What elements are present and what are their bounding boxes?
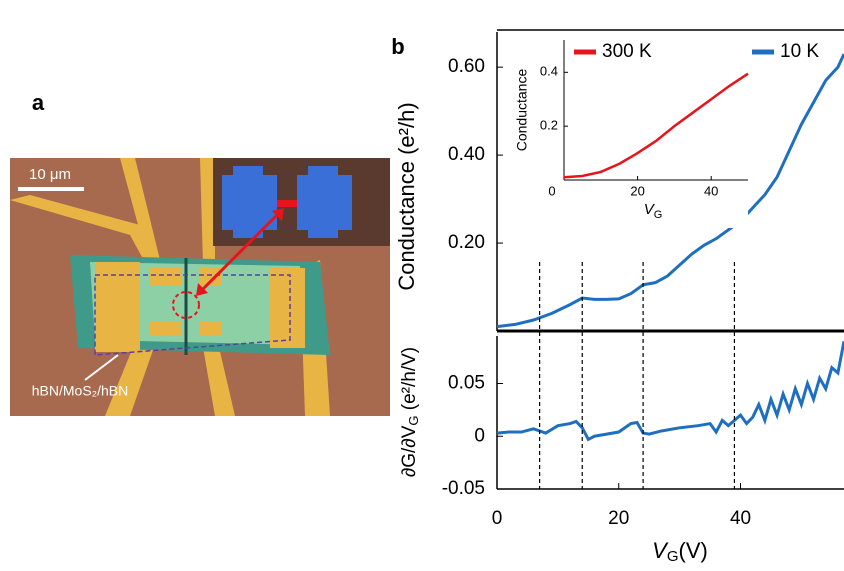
- y-tick-label: 0.60: [448, 56, 485, 77]
- y-tick-label: 0.2: [540, 118, 558, 133]
- contact: [150, 322, 182, 336]
- pad: [233, 166, 263, 238]
- y-tick-label: 0.05: [448, 372, 485, 393]
- x-label-parts: G: [667, 548, 679, 565]
- y-label-parts: ∂G/∂V: [399, 425, 420, 477]
- contact: [200, 322, 222, 336]
- outline: [94, 274, 291, 356]
- x-label-parts: G: [654, 209, 663, 221]
- scale-label: 10 μm: [29, 166, 71, 183]
- x-label-parts: V: [644, 201, 656, 218]
- x-tick-label: 40: [704, 183, 718, 198]
- electrode: [120, 158, 160, 262]
- legend-label: 300 K: [602, 41, 652, 62]
- y-tick-label: 0.4: [540, 64, 558, 79]
- x-tick-label: 20: [630, 183, 644, 198]
- x-tick-label: 0: [492, 508, 503, 529]
- line: [563, 72, 749, 179]
- line: [496, 53, 844, 329]
- legend-label: 10 K: [780, 41, 819, 62]
- y-tick-label: 0.40: [448, 144, 485, 165]
- channel-mark: [277, 200, 297, 207]
- contact: [150, 268, 182, 286]
- panel-label: b: [391, 34, 404, 59]
- y-axis-label: Conductance (e²/h): [394, 102, 419, 290]
- y-axis-label: ∂G/∂VG (e²/h/V): [399, 347, 421, 477]
- y-label-parts: G: [406, 415, 421, 425]
- y-tick-label: 0.20: [448, 232, 485, 253]
- sample-label: hBN/MoS₂/hBN: [32, 383, 128, 399]
- x-axis-label: VG(V): [652, 538, 708, 565]
- y-tick-label: 0: [474, 425, 485, 446]
- y-label-parts: (e²/h/V): [399, 347, 420, 416]
- y-tick-label: -0.05: [442, 478, 485, 499]
- x-axis-label: VG: [644, 201, 663, 221]
- contact: [95, 262, 140, 352]
- pad: [308, 166, 338, 238]
- micrograph: 10 μm hBN/MoS₂/hBN: [10, 158, 390, 416]
- spot: [172, 291, 200, 319]
- electrode: [200, 158, 215, 265]
- y-axis-label: Conductance: [514, 69, 530, 152]
- mos2-flake: [90, 262, 305, 345]
- x-tick-label: 20: [608, 508, 629, 529]
- line: [496, 340, 844, 442]
- x-tick-label: 40: [730, 508, 751, 529]
- pointer: [84, 354, 119, 381]
- electrode: [10, 195, 160, 290]
- arrow: [198, 210, 282, 294]
- x-tick-label: 0: [548, 183, 555, 198]
- panel-label: a: [32, 90, 45, 115]
- x-label-parts: V: [652, 538, 669, 563]
- inset-frame: [510, 32, 748, 228]
- contact: [270, 268, 305, 348]
- contact: [200, 268, 222, 286]
- x-label-parts: (V): [679, 538, 708, 563]
